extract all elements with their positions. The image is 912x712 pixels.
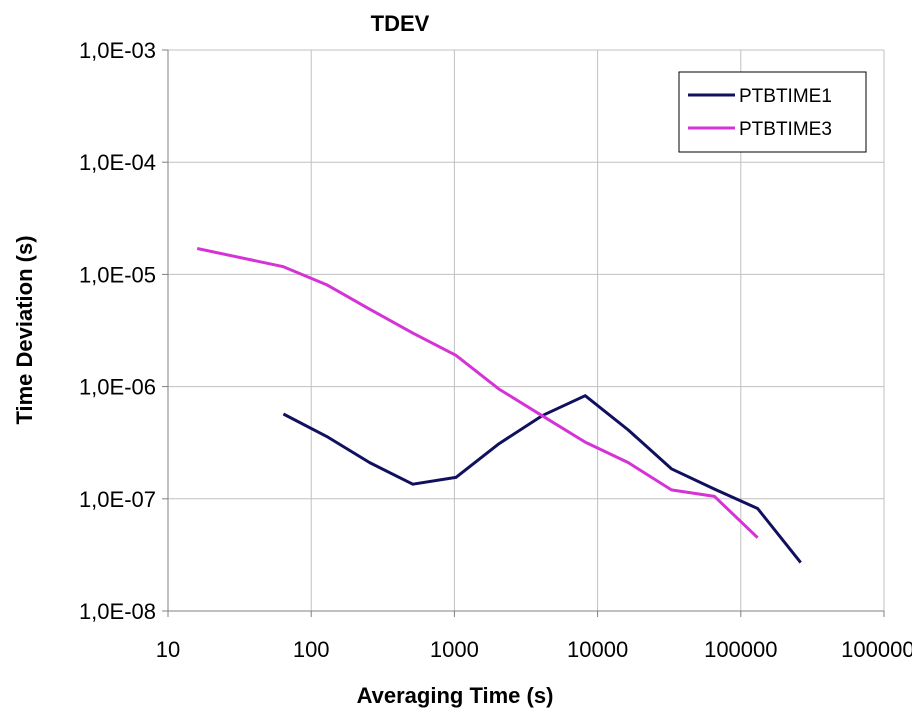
gridlines bbox=[168, 49, 885, 611]
legend-box bbox=[678, 71, 867, 153]
x-tick-label: 1000000 bbox=[841, 637, 912, 662]
chart-title: TDEV bbox=[371, 11, 430, 36]
y-tick-label: 1,0E-05 bbox=[79, 262, 156, 287]
y-tick-label: 1,0E-08 bbox=[79, 599, 156, 624]
x-tick-label: 1000 bbox=[430, 637, 479, 662]
x-axis-title: Averaging Time (s) bbox=[357, 683, 554, 708]
x-tick-label: 100 bbox=[293, 637, 330, 662]
y-tick-label: 1,0E-04 bbox=[79, 150, 156, 175]
x-tick-label: 10000 bbox=[567, 637, 628, 662]
tick-labels: 10 100 1000 10000 100000 1000000 1,0E-08 1,0E-0… bbox=[79, 38, 912, 662]
y-tick-label: 1,0E-06 bbox=[79, 375, 156, 400]
x-tick-label: 10 bbox=[156, 637, 180, 662]
y-axis-title: Time Deviation (s) bbox=[12, 235, 37, 424]
legend: PTBTIME1 PTBTIME3 bbox=[678, 71, 867, 153]
axes bbox=[162, 49, 885, 617]
legend-label: PTBTIME3 bbox=[739, 119, 832, 140]
series-lines bbox=[196, 247, 802, 564]
y-tick-label: 1,0E-03 bbox=[79, 38, 156, 63]
series-line-ptbtime3 bbox=[196, 247, 759, 539]
legend-label: PTBTIME1 bbox=[739, 86, 832, 107]
x-tick-label: 100000 bbox=[704, 637, 777, 662]
y-tick-label: 1,0E-07 bbox=[79, 487, 156, 512]
